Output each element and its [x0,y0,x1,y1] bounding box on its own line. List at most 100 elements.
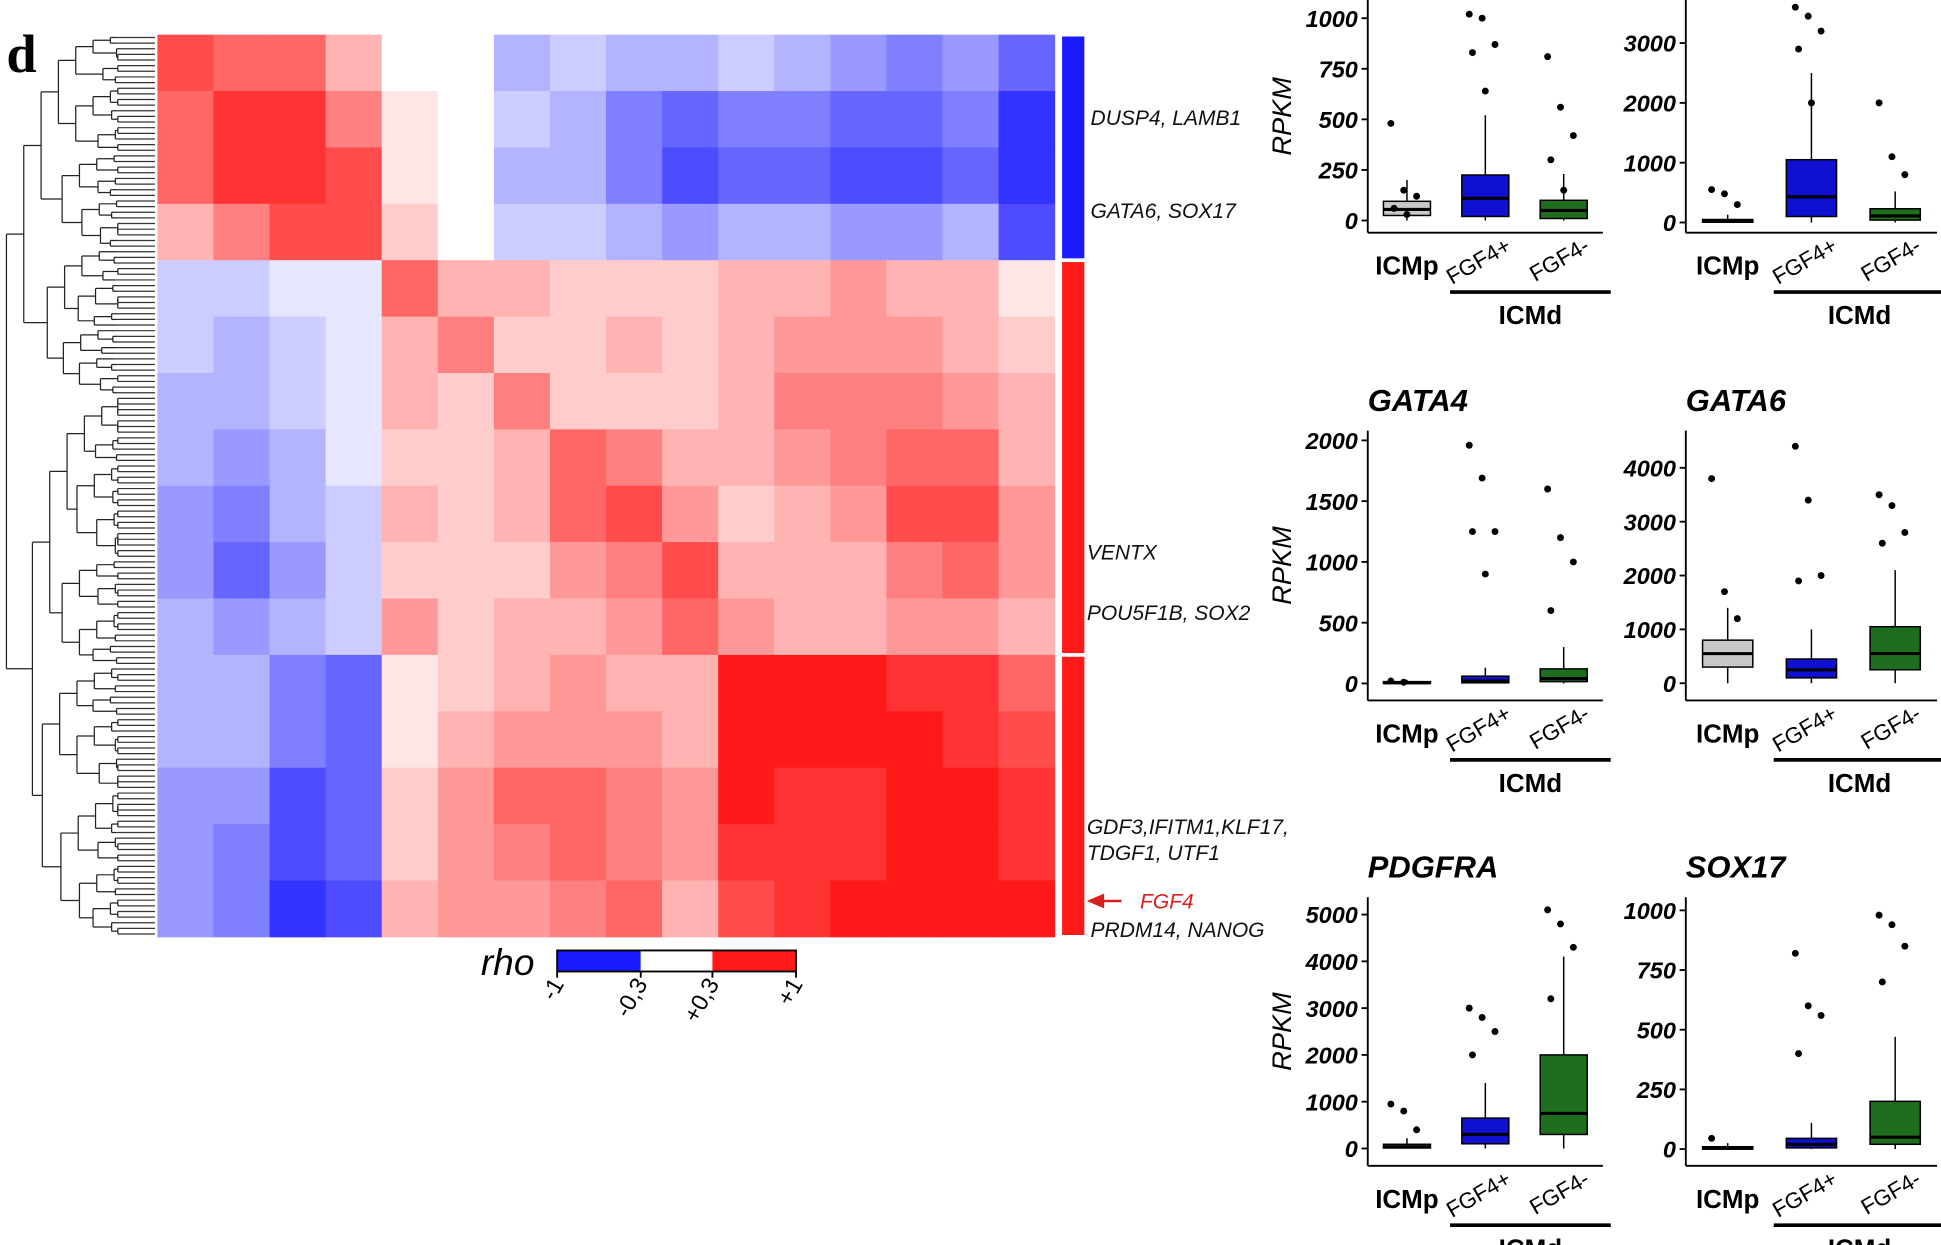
x-tick-label: FGF4+ [1442,1166,1515,1223]
y-tick-label: 3000 [1624,31,1676,57]
data-point [1478,1014,1486,1021]
heatmap-cell [269,767,327,825]
gene-annotation: FGF4 [1140,890,1194,913]
data-point [1878,978,1886,986]
data-point [1791,442,1799,450]
data-point [1721,190,1728,198]
heatmap-cell [269,260,327,318]
heatmap-cell [998,34,1056,92]
heatmap-cell [942,316,1000,374]
y-tick-label: 0 [1345,208,1358,234]
heatmap-cell [437,654,495,712]
heatmap-cell [942,372,1000,430]
heatmap-cell [381,34,439,92]
heatmap-cell [886,711,943,769]
data-point [1569,558,1577,566]
heatmap-cell [942,91,1000,148]
heatmap-cell [381,542,439,600]
data-point [1804,12,1812,20]
heatmap-cell [718,429,775,487]
heatmap-cell [213,880,271,938]
colorbar-title: rho [481,941,535,983]
heatmap-cell [830,147,887,205]
y-tick-label: 0 [1345,671,1358,697]
heatmap-cell [213,260,271,318]
x-tick-label: FGF4+ [1768,233,1841,290]
y-tick-label: 750 [1319,56,1358,82]
heatmap-cell [606,203,663,261]
heatmap-cell [493,654,551,712]
heatmap-cell [381,316,439,374]
heatmap-cell [157,598,214,656]
colorbar-tick-label: -1 [536,973,569,1004]
data-point [1875,99,1883,107]
heatmap-cell [942,824,1000,881]
y-tick-label: 3000 [1624,509,1676,535]
data-point [1491,528,1499,536]
heatmap-cell [606,824,663,881]
heatmap-cell [213,203,271,261]
heatmap-cell [269,34,327,92]
colorbar-tick-label: +1 [772,973,808,1009]
y-tick-label: 4000 [1623,455,1676,481]
heatmap-cell [213,824,271,881]
heatmap-cell [886,34,943,92]
data-point [1721,588,1728,596]
heatmap-cell [213,147,271,205]
heatmap-cell [662,542,719,600]
heatmap-cell [325,542,383,600]
y-tick-label: 1000 [1306,6,1358,32]
heatmap-cell [718,824,775,881]
data-point [1544,906,1552,914]
y-tick-label: 3000 [1306,996,1358,1022]
heatmap-cell [718,372,775,430]
data-point [1733,615,1741,623]
box [1785,158,1838,218]
heatmap-cell [830,203,887,261]
heatmap-cell [830,542,887,600]
y-tick-label: 1000 [1624,898,1676,924]
heatmap-cell [325,485,383,543]
heatmap-cell [886,316,943,374]
heatmap-cell [886,147,943,205]
heatmap-cell [886,654,943,712]
heatmap-cell [213,654,271,712]
heatmap-cell [213,429,271,487]
heatmap-cell [325,880,383,938]
heatmap-cell [662,767,719,825]
heatmap-cell [325,147,383,205]
heatmap-cell [437,91,495,148]
data-point [1875,911,1883,919]
data-point [1400,1107,1408,1115]
data-point [1888,502,1896,509]
data-point [1708,1134,1716,1142]
heatmap-cell [549,429,607,487]
heatmap-cell [157,429,214,487]
heatmap-cell [830,91,887,148]
heatmap-cell [381,711,439,769]
data-point [1901,942,1909,950]
heatmap-cell [830,767,887,825]
heatmap-cell [493,91,551,148]
heatmap-cell [998,654,1056,712]
heatmap-cell [269,147,327,205]
x-tick-label: FGF4- [1857,233,1925,287]
y-tick-label: 0 [1345,1136,1358,1162]
heatmap-cell [325,91,383,148]
data-point [1901,528,1909,536]
gene-annotation: GATA6, SOX17 [1091,200,1238,223]
heatmap-cell [493,767,551,825]
y-axis-label: RPKM [1266,992,1297,1071]
heatmap-cell [437,711,495,769]
y-tick-label: 2000 [1623,563,1676,589]
heatmap-cell [549,880,607,938]
heatmap-cell [325,598,383,656]
data-point [1557,103,1564,111]
heatmap-cell [830,485,887,543]
arrow-head [1086,893,1105,909]
heatmap-cell [549,147,607,205]
panel-title: GATA6 [1686,383,1787,418]
y-tick-label: 500 [1319,610,1358,636]
heatmap-cell [437,824,495,881]
